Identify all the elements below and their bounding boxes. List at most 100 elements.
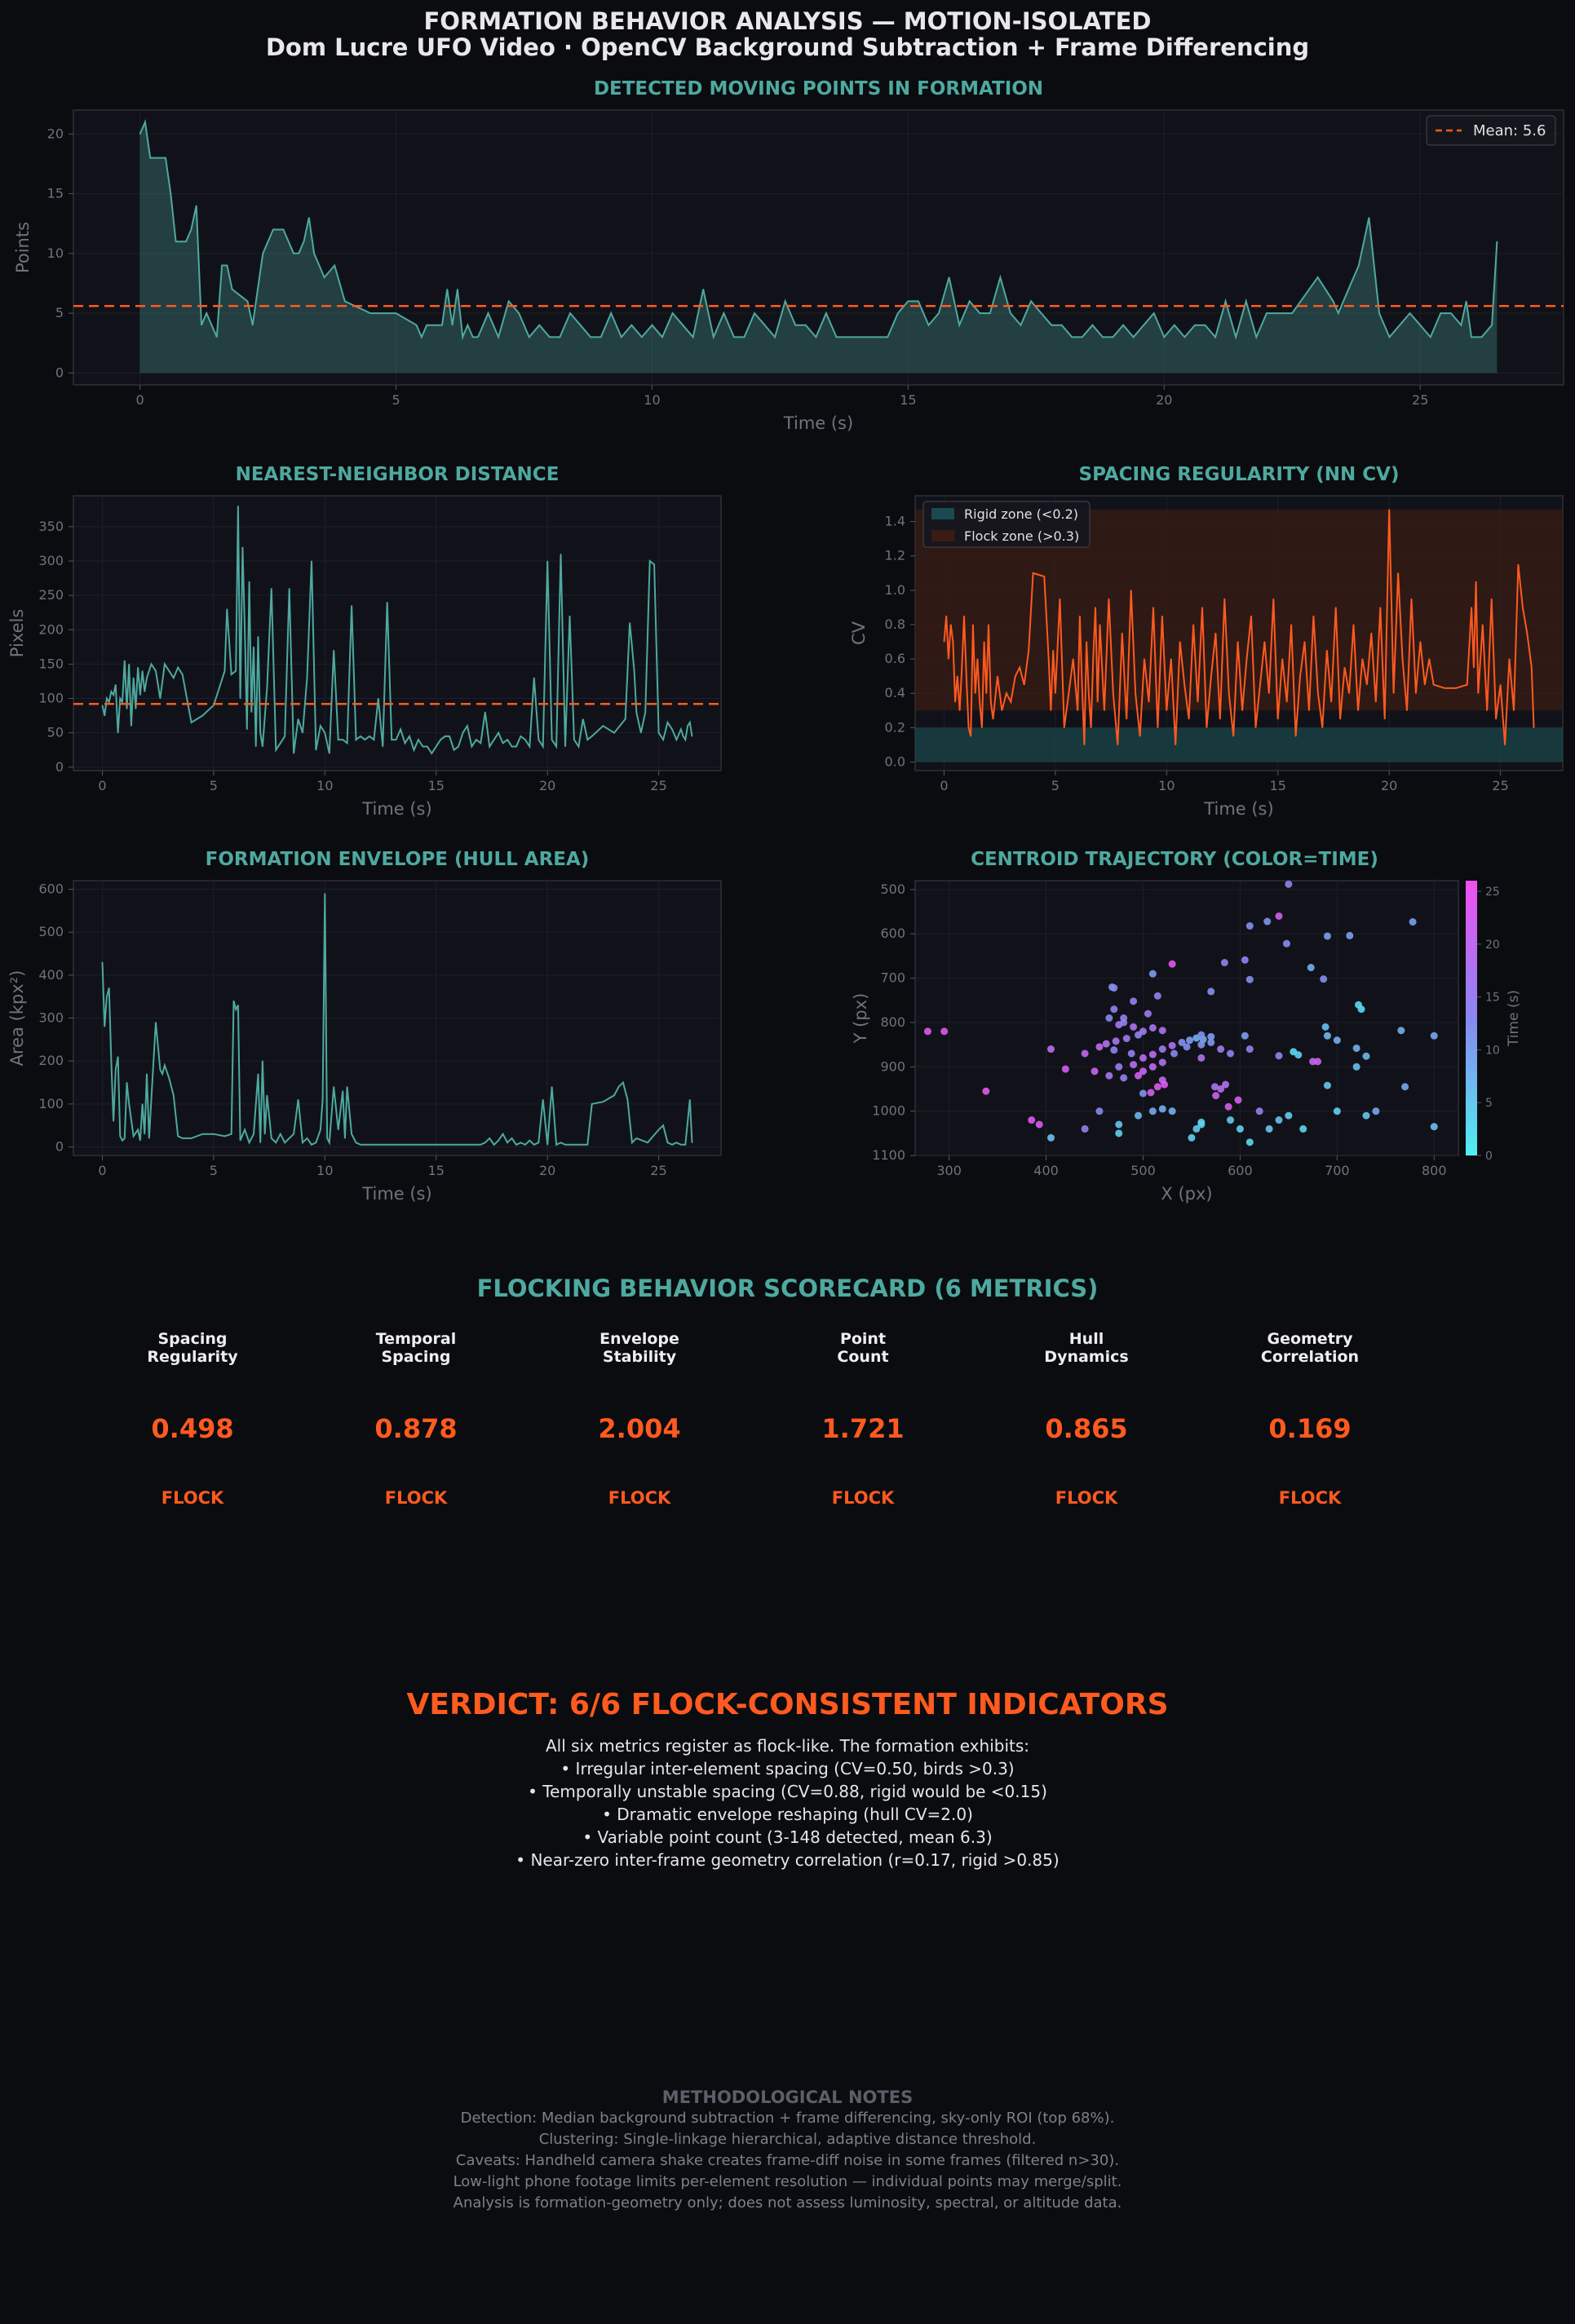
scatter-point [1197,1054,1206,1062]
y-tick-label: 0 [55,759,64,775]
y-tick-label: 200 [38,1053,64,1068]
scatter-point [1122,1035,1130,1043]
data-point [680,728,682,731]
data-point [308,217,310,219]
data-point [311,1144,312,1146]
scatter-point [1245,1138,1254,1147]
data-point [958,709,961,711]
metric-value: 0.878 [374,1413,458,1444]
data-point [1388,509,1390,510]
data-point [489,745,490,748]
data-point [564,745,566,748]
notes-line: Low-light phone footage limits per-eleme… [453,2173,1122,2190]
scatter-point [1362,1111,1370,1120]
y-tick-label: 1100 [872,1147,905,1163]
data-point [662,739,664,740]
data-point [1480,336,1483,338]
data-point [1043,576,1045,577]
data-point [334,264,335,267]
scatter-point [1188,1133,1196,1142]
data-point [743,336,745,338]
colorbar-tick-label: 5 [1485,1097,1493,1110]
scatter-point [1139,1054,1147,1062]
scatter-point [940,1027,949,1036]
legend-swatch [931,508,954,519]
data-point [1188,718,1190,720]
data-point [1496,241,1498,242]
data-point [524,739,526,740]
scatter-point [1285,880,1293,888]
data-point [493,1144,495,1146]
data-point [1133,336,1135,338]
y-tick-label: 400 [38,967,64,983]
data-point [206,312,207,314]
data-point [462,336,463,338]
data-point [115,1069,117,1071]
colorbar-tick-label: 25 [1485,886,1500,899]
data-point [1179,641,1181,643]
y-tick-label: 900 [880,1058,905,1074]
data-point [938,312,940,314]
metric-name: Geometry [1267,1330,1353,1348]
data-point [137,667,139,669]
points-chart: 0 5 10 15 20 25 0 5 10 15 20 Time (s) Points Mean: 5.… [13,109,1564,433]
data-point [990,701,992,703]
data-point [1214,632,1216,634]
data-point [573,739,575,740]
scatter-point [1197,1120,1206,1129]
y-tick-label: 1000 [872,1103,905,1119]
x-tick-label: 400 [1033,1163,1059,1178]
data-point [617,1086,620,1088]
verdict-line: • Irregular inter-element spacing (CV=0.… [560,1759,1015,1778]
scatter-point [1112,1037,1120,1045]
y-tick-label: 600 [38,881,64,897]
data-point [671,312,674,314]
scatter-point [1409,918,1417,926]
data-point [101,961,104,963]
x-tick-label: 700 [1325,1163,1350,1178]
data-point [997,675,998,677]
x-tick-label: 20 [539,1163,555,1178]
data-point [675,739,678,740]
data-point [262,1060,263,1062]
scatter-point [1234,1096,1242,1104]
data-point [1352,624,1355,625]
data-point [369,312,371,314]
data-point [564,1144,566,1146]
scatter-point [1135,1071,1143,1080]
cv-chart-title: SPACING REGULARITY (NN CV) [1078,464,1400,485]
x-tick-label: 500 [1130,1163,1156,1178]
metric-name: Count [837,1348,889,1366]
data-point [1241,709,1243,711]
data-point [1163,336,1165,338]
data-point [999,276,1001,278]
data-point [1225,300,1227,303]
data-point [223,1135,226,1137]
y-tick-label: 1.0 [885,582,905,598]
y-tick-label: 200 [38,621,64,637]
data-point [1471,607,1472,608]
x-tick-label: 0 [98,1163,106,1178]
scatter-point [1148,1063,1157,1071]
data-point [508,300,510,303]
data-point [493,739,495,740]
data-point [653,563,655,565]
data-point [625,718,626,720]
metric-name: Envelope [599,1330,679,1348]
scatter-point [1168,1041,1176,1049]
x-tick-label: 25 [1492,778,1508,793]
x-axis-label: X (px) [1161,1184,1212,1204]
scatter-point [1372,1107,1380,1116]
nn-chart-title: NEAREST-NEIGHBOR DISTANCE [235,464,560,485]
y-tick-label: 15 [47,186,64,201]
data-point [1401,658,1404,660]
data-point [293,253,294,254]
x-axis-label: Time (s) [783,413,853,433]
data-point [213,1133,215,1135]
data-point [1406,709,1408,711]
data-point [108,701,110,703]
data-point [1326,649,1328,652]
data-point [1308,709,1310,711]
scatter-point [1153,992,1161,1000]
scatter-point [1192,1124,1201,1133]
